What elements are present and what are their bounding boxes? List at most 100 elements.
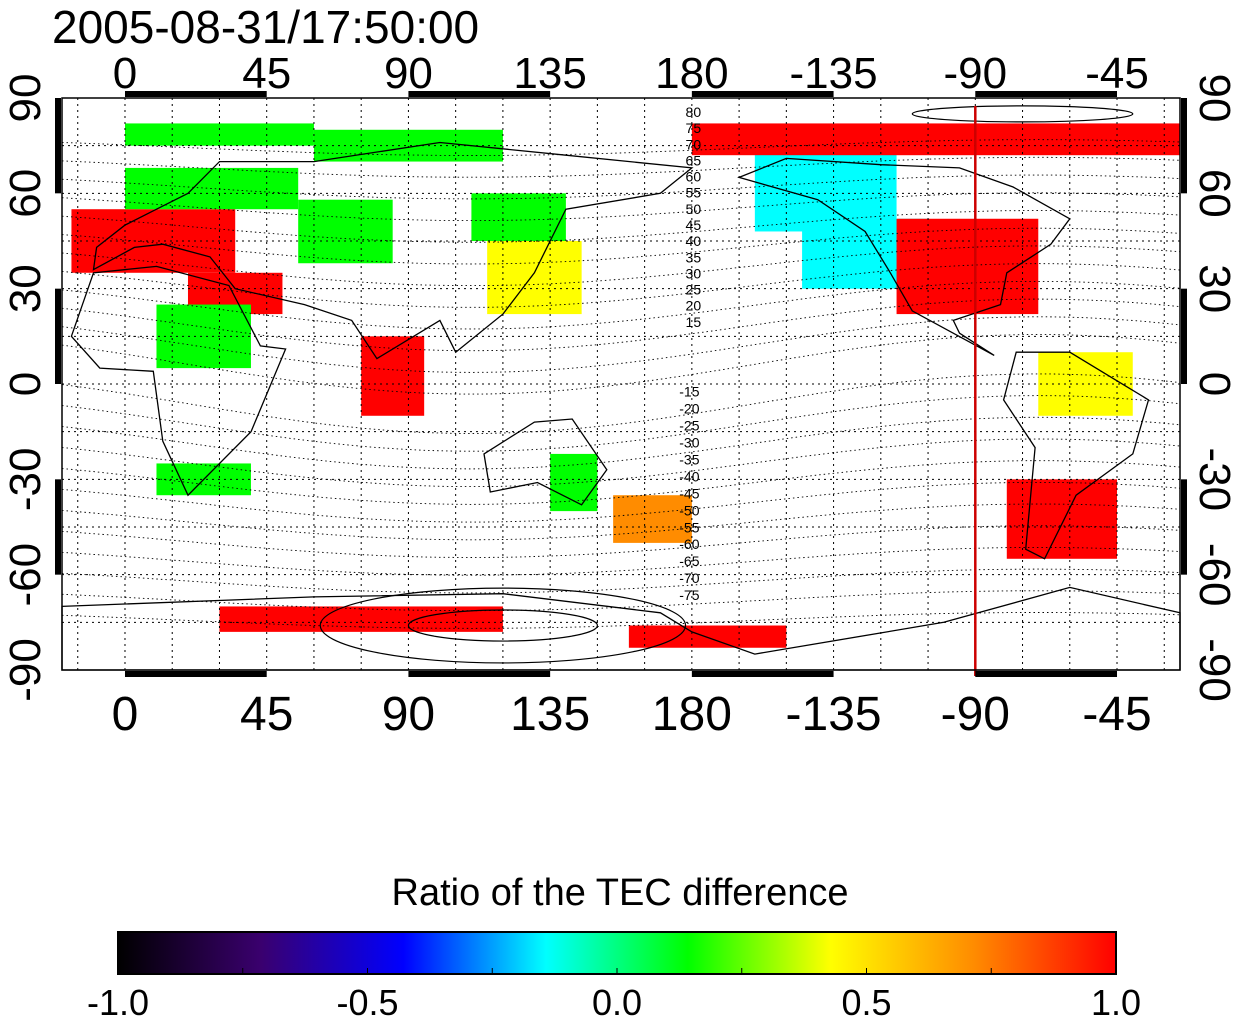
colorbar: [117, 931, 1117, 975]
magnetic-contour: [61, 174, 1181, 200]
frame-border: [61, 97, 1181, 671]
tec-patch: [1006, 479, 1118, 559]
north-pole-contour: [911, 105, 1134, 123]
colorbar-tick-label: 1.0: [1090, 982, 1142, 1023]
contour-label: 40: [686, 233, 702, 249]
contour-label: 25: [686, 282, 702, 298]
top-longitude-label: -135: [790, 49, 878, 98]
tec-patch: [487, 241, 582, 315]
frame-bar-left: [55, 479, 61, 575]
tec-patch: [754, 145, 897, 232]
frame-bar-top: [975, 91, 1118, 97]
tec-patch: [298, 199, 393, 264]
colorbar-gradient: [117, 931, 1117, 975]
frame-bar-right: [1181, 288, 1187, 384]
top-longitude-label: 90: [384, 49, 433, 98]
colorbar-title: Ratio of the TEC difference: [391, 872, 849, 914]
frame-bar-top: [691, 91, 834, 97]
contour-label: -40: [679, 468, 699, 484]
top-longitude-label: 135: [513, 49, 586, 98]
contour-label: 70: [686, 136, 702, 152]
contour-label: 60: [686, 169, 702, 185]
colorbar-tick-label: 0.5: [841, 982, 892, 1023]
contour-label: 75: [686, 120, 702, 136]
contour-label: -50: [679, 502, 699, 518]
africa-outline: [70, 265, 287, 497]
frame-bar-bottom: [408, 671, 551, 677]
contour-label: 35: [686, 249, 702, 265]
frame-bar-top: [408, 91, 551, 97]
bottom-longitude-label: 45: [240, 688, 293, 741]
right-latitude-label: 90: [1190, 74, 1239, 123]
frame-bar-bottom: [975, 671, 1118, 677]
bottom-longitude-label: 135: [510, 688, 590, 741]
tec-patch: [691, 123, 1180, 156]
magnetic-contour: [61, 590, 1181, 612]
bottom-longitude-label: 90: [382, 688, 435, 741]
right-latitude-label: 0: [1190, 372, 1239, 396]
tec-patch: [628, 625, 787, 648]
magnetic-contour: [61, 156, 1181, 178]
left-latitude-label: 30: [1, 264, 50, 313]
frame-bar-left: [55, 98, 61, 194]
bottom-longitude-label: 180: [652, 688, 732, 741]
bottom-longitude-label: -135: [786, 688, 882, 741]
top-longitude-label: 180: [655, 49, 728, 98]
magnetic-contour: [61, 612, 1181, 629]
colorbar-tick-label: -1.0: [86, 982, 150, 1023]
frame-bar-left: [55, 288, 61, 384]
colorbar-tick-label: -0.5: [336, 982, 399, 1023]
left-latitude-label: -60: [1, 543, 50, 607]
contour-label: 50: [686, 201, 702, 217]
contour-label: 15: [686, 314, 702, 330]
right-latitude-label: -90: [1190, 638, 1239, 702]
frame-bar-bottom: [124, 671, 267, 677]
magnetic-contour: [61, 416, 1181, 470]
contour-label: -75: [679, 587, 699, 603]
contour-label: -60: [679, 536, 699, 552]
left-latitude-label: -30: [1, 448, 50, 512]
magnetic-contour: [61, 280, 1181, 330]
tec-patch: [471, 193, 566, 241]
right-latitude-label: -30: [1190, 448, 1239, 512]
contour-label: 55: [686, 185, 702, 201]
contour-label: 45: [686, 217, 702, 233]
contour-label: -20: [679, 401, 699, 417]
right-latitude-label: 30: [1190, 264, 1239, 313]
contour-label: -55: [679, 519, 699, 535]
lat-lon-grid: [62, 98, 1180, 676]
magnetic-contour: [61, 139, 1181, 156]
world-map: [61, 105, 1181, 671]
left-latitude-label: 60: [1, 169, 50, 218]
contour-label: -70: [679, 570, 699, 586]
magnetic-contour: [61, 373, 1181, 434]
tec-patch: [896, 218, 1039, 315]
top-longitude-label: 45: [242, 49, 291, 98]
contour-label: 20: [686, 298, 702, 314]
colorbar-tick-label: 0.0: [591, 982, 643, 1023]
frame-bar-top: [124, 91, 267, 97]
north-america-outline: [737, 157, 1071, 356]
top-longitude-label: -90: [943, 49, 1007, 98]
axis-labels: 8075706560555045403530252015-15-20-25-30…: [1, 49, 1239, 741]
frame-bar-bottom: [691, 671, 834, 677]
magnetic-contour: [61, 568, 1181, 594]
timestamp-title: 2005-08-31/17:50:00: [52, 1, 480, 53]
contour-label: -45: [679, 485, 699, 501]
contour-label: -30: [679, 435, 699, 451]
contour-label: -25: [679, 418, 699, 434]
tec-patch: [219, 606, 503, 632]
frame-bar-right: [1181, 98, 1187, 194]
contour-label: -65: [679, 553, 699, 569]
contour-label: -35: [679, 452, 699, 468]
bottom-longitude-label: -45: [1082, 688, 1151, 741]
magnetic-contour: [61, 298, 1181, 352]
left-latitude-label: -90: [1, 638, 50, 702]
eurasia-outline: [92, 141, 694, 360]
contour-label: 80: [686, 104, 702, 120]
contour-label: 30: [686, 265, 702, 281]
bottom-longitude-label: -90: [941, 688, 1010, 741]
tec-patch: [613, 495, 692, 543]
magnetic-contour: [61, 438, 1181, 488]
